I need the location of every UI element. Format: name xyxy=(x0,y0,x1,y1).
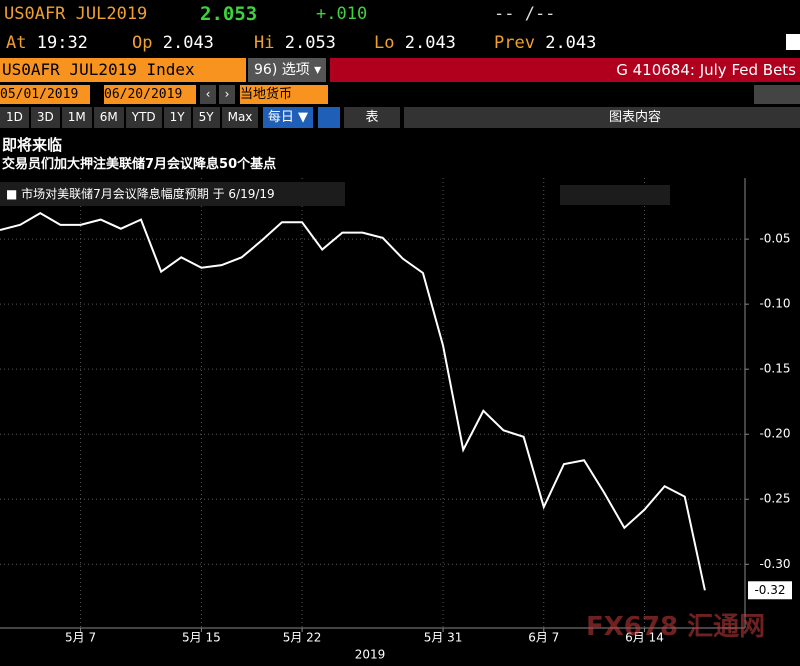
security-field[interactable]: US0AFR JUL2019 Index xyxy=(0,58,246,82)
period-button[interactable]: 1Y xyxy=(163,107,191,128)
x-tick-label: 5月 31 xyxy=(424,631,463,645)
prev-button[interactable]: ‹ xyxy=(200,85,216,104)
quote-row: At 19:32 xyxy=(6,33,88,53)
y-tick-label: -0.25 xyxy=(759,492,790,506)
quote-row: Hi 2.053 xyxy=(254,33,336,53)
value: 2.053 xyxy=(284,33,336,53)
label: Hi xyxy=(254,33,275,53)
period-button[interactable]: 3D xyxy=(30,107,60,128)
legend-entry: 市场对美联储7月会议降息幅度预期 于 6/19/19 xyxy=(21,187,275,201)
table-button[interactable]: 表 xyxy=(344,107,400,128)
chart-title: 即将来临 xyxy=(2,136,63,154)
frequency-button[interactable]: 每日 ▼ xyxy=(263,107,313,128)
value: 2.043 xyxy=(545,33,597,53)
chart-type-button[interactable] xyxy=(318,107,340,128)
bid-ask: -- /-- xyxy=(494,4,556,24)
scroll-icon[interactable] xyxy=(786,34,800,50)
watermark: FX678 汇通网 xyxy=(586,612,766,642)
value: 2.043 xyxy=(404,33,456,53)
end-date[interactable]: 06/20/2019 xyxy=(104,85,196,104)
quote-row: Lo 2.043 xyxy=(374,33,456,53)
toolbar xyxy=(404,107,800,128)
x-year-label: 2019 xyxy=(355,648,386,662)
period-button[interactable]: 5Y xyxy=(192,107,220,128)
y-tick-label: -0.15 xyxy=(759,362,790,376)
y-tick-label: -0.10 xyxy=(759,297,790,311)
period-button[interactable]: Max xyxy=(221,107,259,128)
plot-area xyxy=(0,178,745,628)
y-tick-label: -0.30 xyxy=(759,557,790,571)
period-button[interactable]: 6M xyxy=(93,107,124,128)
period-buttons: 1D 3D 1M 6M YTD 1Y 5Y Max xyxy=(0,107,259,128)
ticker: US0AFR JUL2019 xyxy=(4,4,148,24)
x-tick-label: 5月 22 xyxy=(283,631,322,645)
x-tick-label: 6月 14 xyxy=(625,631,664,645)
last-value-label: -0.32 xyxy=(754,583,785,597)
x-tick-label: 6月 7 xyxy=(528,631,559,645)
quote-row: Prev 2.043 xyxy=(494,33,596,53)
period-button[interactable]: 1M xyxy=(61,107,92,128)
label: Op xyxy=(132,33,153,53)
period-button[interactable]: 1D xyxy=(0,107,29,128)
y-tick-label: -0.20 xyxy=(759,427,790,441)
undo-redo[interactable] xyxy=(754,85,800,104)
start-date[interactable]: 05/01/2019 xyxy=(0,85,90,104)
value: 2.043 xyxy=(162,33,214,53)
currency-field[interactable]: 当地货币 xyxy=(240,85,328,104)
last-value-box xyxy=(748,581,792,600)
chart-subtitle: 交易员们加大押注美联储7月会议降息50个基点 xyxy=(2,157,277,172)
x-tick-label: 5月 7 xyxy=(65,631,96,645)
label: Prev xyxy=(494,33,535,53)
quote-row: Op 2.043 xyxy=(132,33,214,53)
x-tick-label: 5月 15 xyxy=(182,631,221,645)
next-button[interactable]: › xyxy=(219,85,235,104)
y-tick-label: -0.05 xyxy=(759,232,790,246)
last-price: 2.053 xyxy=(200,3,258,25)
page-title: G 410684: July Fed Bets xyxy=(330,58,800,82)
label: At xyxy=(6,33,27,53)
options-button[interactable]: 96) 选项 ▾ xyxy=(248,58,326,82)
change: +.010 xyxy=(316,4,368,24)
label: Lo xyxy=(374,33,395,53)
chart-tools[interactable] xyxy=(560,185,670,205)
legend: ■ 市场对美联储7月会议降息幅度预期 于 6/19/19 xyxy=(0,182,345,206)
line-series xyxy=(0,211,706,591)
value: 19:32 xyxy=(36,33,88,53)
period-button[interactable]: YTD xyxy=(125,107,162,128)
chart-contents-button[interactable]: 图表内容 xyxy=(608,110,661,125)
